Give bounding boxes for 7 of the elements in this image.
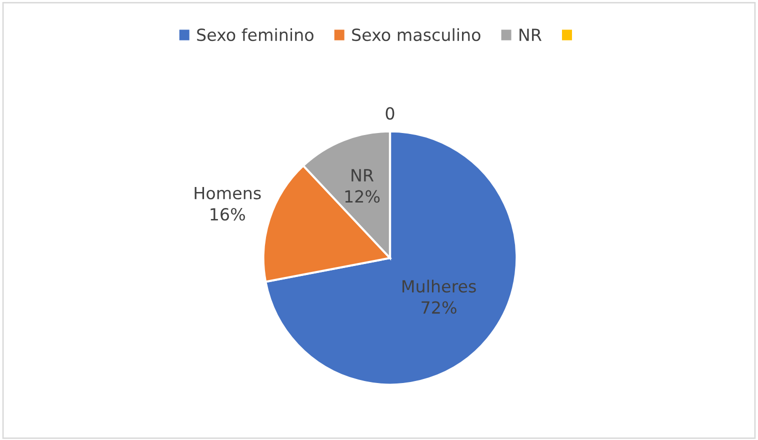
data-label: Mulheres 72%	[402, 280, 476, 314]
text: 0	[386, 107, 394, 120]
legend-label: Sexo masculino	[352, 28, 480, 42]
legend-label: NR	[520, 28, 542, 41]
legend-label: Sexo feminino	[197, 28, 314, 42]
data-label: Homens 16%	[194, 187, 261, 221]
data-label: NR 12%	[345, 169, 380, 203]
